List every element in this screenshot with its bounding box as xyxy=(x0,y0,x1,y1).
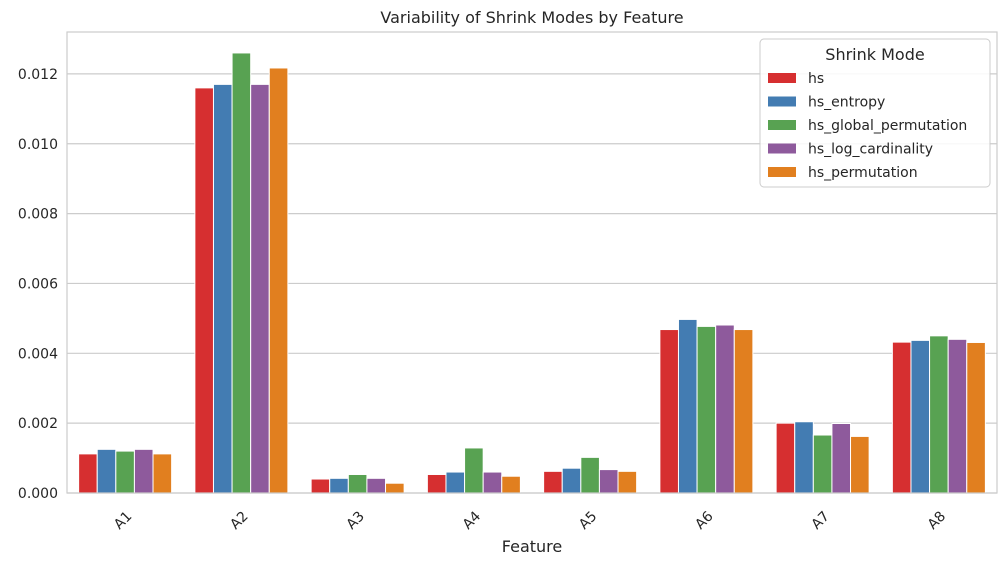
y-tick-label: 0.008 xyxy=(18,207,58,223)
bar-hs_log_cardinality-A6 xyxy=(715,324,735,494)
legend-label-hs_log_cardinality: hs_log_cardinality xyxy=(808,142,933,158)
legend-swatch-hs xyxy=(768,73,796,83)
bar-hs_global_permutation-A4 xyxy=(464,447,484,494)
bar-hs_log_cardinality-A3 xyxy=(366,477,387,494)
legend-label-hs_global_permutation: hs_global_permutation xyxy=(808,118,967,134)
bar-hs_permutation-A4 xyxy=(501,475,521,494)
y-tick-label: 0.000 xyxy=(18,486,58,502)
bar-hs_log_cardinality-A7 xyxy=(831,423,852,494)
legend-label-hs_entropy: hs_entropy xyxy=(808,95,885,111)
bar-hs_permutation-A7 xyxy=(850,435,870,494)
bar-hs_entropy-A1 xyxy=(96,448,117,494)
bar-hs_entropy-A5 xyxy=(561,467,582,494)
bar-hs_log_cardinality-A8 xyxy=(947,338,968,494)
x-tick-labels: A1 A2 A3 A4 A5 A6 A7 A8 xyxy=(111,508,949,532)
x-tick-label: A7 xyxy=(808,508,832,532)
x-tick-label: A3 xyxy=(343,508,367,532)
bar-hs_entropy-A7 xyxy=(794,421,814,494)
y-tick-label: 0.004 xyxy=(18,346,58,362)
bar-hs-A5 xyxy=(543,470,563,494)
bar-hs_global_permutation-A6 xyxy=(696,325,717,494)
legend-box xyxy=(759,38,991,188)
x-tick-label: A5 xyxy=(576,508,600,532)
bar-hs-A3 xyxy=(310,478,331,494)
bars xyxy=(78,52,986,494)
bar-hs-A6 xyxy=(659,329,679,494)
bar-hs_permutation-A6 xyxy=(733,329,754,494)
bar-hs-A1 xyxy=(78,453,98,494)
y-tick-label: 0.002 xyxy=(18,416,58,432)
bar-hs_log_cardinality-A2 xyxy=(250,83,270,494)
y-tick-label: 0.010 xyxy=(18,137,58,153)
bar-hs_entropy-A4 xyxy=(445,471,466,494)
y-tick-labels: 0.000 0.002 0.004 0.006 0.008 0.010 0.012 xyxy=(18,67,58,502)
bar-hs_entropy-A8 xyxy=(910,339,931,494)
bar-hs_entropy-A2 xyxy=(212,83,233,494)
bar-hs_global_permutation-A2 xyxy=(231,52,252,494)
legend: Shrink Mode hs hs_entropy hs_global_permut… xyxy=(759,38,991,188)
bar-hs-A7 xyxy=(775,422,796,494)
x-axis-label: Feature xyxy=(502,537,562,556)
bar-hs_log_cardinality-A4 xyxy=(482,471,503,494)
x-tick-label: A4 xyxy=(460,508,484,532)
bar-hs-A8 xyxy=(891,341,912,494)
bar-hs-A4 xyxy=(426,473,447,494)
x-tick-label: A2 xyxy=(227,508,251,532)
bar-hs_global_permutation-A5 xyxy=(580,456,600,494)
bar-hs_permutation-A8 xyxy=(966,341,986,494)
bar-hs_log_cardinality-A5 xyxy=(598,469,619,494)
y-tick-label: 0.012 xyxy=(18,67,58,83)
bar-hs_global_permutation-A1 xyxy=(115,450,135,494)
legend-items: hs hs_entropy hs_global_permutation hs_log_… xyxy=(768,71,967,181)
x-tick-label: A6 xyxy=(692,508,716,532)
bar-hs_entropy-A3 xyxy=(329,477,349,494)
plot-frame xyxy=(66,31,998,494)
chart-title: Variability of Shrink Modes by Feature xyxy=(380,8,683,27)
bar-hs_global_permutation-A8 xyxy=(929,335,949,494)
legend-title: Shrink Mode xyxy=(825,45,924,64)
legend-label-hs: hs xyxy=(808,71,824,87)
x-tick-label: A1 xyxy=(111,508,135,532)
y-tick-label: 0.006 xyxy=(18,276,58,292)
legend-swatch-hs_permutation xyxy=(768,167,796,177)
bar-hs_permutation-A2 xyxy=(268,67,289,494)
bar-hs_permutation-A3 xyxy=(385,482,405,494)
bar-hs_entropy-A6 xyxy=(677,318,698,494)
x-tick-label: A8 xyxy=(925,508,949,532)
bar-hs_permutation-A1 xyxy=(152,453,173,494)
legend-swatch-hs_global_permutation xyxy=(768,120,796,130)
legend-swatch-hs_log_cardinality xyxy=(768,143,796,154)
bar-hs_global_permutation-A7 xyxy=(812,434,833,494)
bar-hs_global_permutation-A3 xyxy=(347,473,368,494)
legend-swatch-hs_entropy xyxy=(768,96,796,107)
bar-hs-A2 xyxy=(194,87,214,494)
bar-hs_log_cardinality-A1 xyxy=(133,448,154,494)
bar-hs_permutation-A5 xyxy=(617,470,638,494)
legend-label-hs_permutation: hs_permutation xyxy=(808,165,918,181)
